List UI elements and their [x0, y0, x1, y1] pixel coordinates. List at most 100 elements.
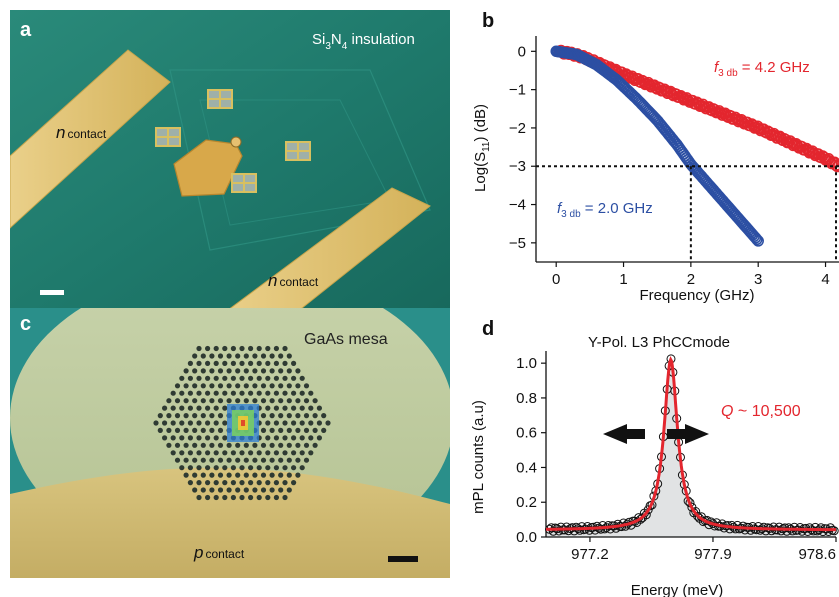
- panel-b-label: b: [482, 10, 495, 32]
- lattice-hole: [230, 480, 236, 486]
- lattice-hole: [248, 480, 254, 486]
- x-tick-label: 1: [619, 271, 627, 288]
- n-contact-right-label: n contact: [268, 271, 319, 290]
- y-tick-label: 0.0: [516, 529, 537, 546]
- lattice-hole: [273, 480, 279, 486]
- lattice-hole: [183, 442, 189, 448]
- lattice-hole: [282, 405, 288, 411]
- chart-b-points: [550, 44, 839, 247]
- lattice-hole: [260, 427, 267, 433]
- grid-pad-3: [285, 141, 311, 161]
- lattice-hole: [235, 457, 241, 463]
- lattice-hole: [273, 345, 279, 352]
- lattice-hole: [299, 375, 305, 381]
- lattice-hole: [162, 435, 168, 441]
- lattice-hole: [226, 472, 232, 478]
- lattice-hole: [200, 442, 206, 448]
- lattice-hole: [222, 360, 228, 366]
- lattice-hole: [213, 420, 219, 426]
- lattice-hole: [192, 487, 198, 493]
- lattice-hole: [183, 383, 189, 389]
- lattice-hole: [170, 435, 176, 441]
- lattice-hole: [200, 413, 206, 419]
- y-tick-label: −5: [509, 235, 526, 252]
- lattice-hole: [325, 420, 331, 426]
- lattice-hole: [286, 383, 292, 389]
- lattice-hole: [273, 494, 279, 501]
- lattice-hole: [278, 413, 284, 419]
- lattice-hole: [286, 442, 292, 448]
- lattice-hole: [187, 465, 193, 471]
- lattice-hole: [200, 457, 206, 463]
- lattice-hole: [205, 375, 211, 381]
- lattice-hole: [291, 420, 297, 426]
- lattice-hole: [286, 368, 292, 374]
- lattice-hole: [269, 487, 275, 493]
- lattice-hole: [174, 457, 181, 463]
- lattice-hole: [192, 457, 198, 463]
- lattice-hole: [179, 405, 185, 411]
- scale-bar-c: [388, 556, 418, 562]
- lattice-hole: [222, 345, 228, 352]
- lattice-hole: [252, 457, 258, 463]
- lattice-hole: [192, 413, 198, 419]
- n-contact-right-pad: [219, 187, 431, 316]
- lattice-hole: [265, 480, 271, 486]
- lattice-hole: [183, 472, 189, 478]
- lattice-hole: [312, 427, 318, 433]
- lattice-hole: [205, 435, 211, 441]
- lattice-hole: [282, 450, 288, 456]
- lattice-hole: [179, 465, 185, 471]
- lattice-hole: [278, 398, 284, 404]
- lattice-hole: [209, 457, 215, 463]
- lattice-hole: [196, 480, 202, 486]
- lattice-hole: [209, 383, 215, 389]
- lattice-hole: [217, 413, 224, 419]
- lattice-hole: [256, 494, 262, 501]
- lattice-hole: [235, 442, 241, 448]
- lattice-hole: [196, 435, 202, 441]
- lattice-hole: [265, 494, 271, 501]
- lattice-hole: [256, 450, 262, 456]
- lattice-hole: [291, 405, 297, 411]
- lattice-hole: [213, 375, 219, 381]
- lattice-hole: [187, 435, 193, 441]
- left-arrow: [603, 424, 645, 444]
- lattice-hole: [273, 435, 279, 441]
- x-tick-label: 977.9: [694, 546, 732, 563]
- lattice-hole: [303, 413, 310, 419]
- lattice-hole: [217, 353, 224, 359]
- lattice-hole: [200, 353, 206, 359]
- lattice-hole: [205, 345, 211, 352]
- lattice-hole: [295, 383, 301, 389]
- lattice-hole: [299, 465, 305, 471]
- lattice-hole: [239, 360, 245, 366]
- lattice-hole: [239, 450, 245, 456]
- lattice-hole: [200, 398, 206, 404]
- lattice-hole: [166, 398, 172, 404]
- lattice-hole: [222, 480, 228, 486]
- lattice-hole: [226, 353, 232, 359]
- lattice-hole: [170, 405, 176, 411]
- lattice-hole: [235, 368, 241, 374]
- y-tick-label: 0: [518, 43, 526, 60]
- lattice-hole: [179, 420, 185, 426]
- lattice-hole: [174, 398, 181, 404]
- p-contact-region: [10, 467, 450, 578]
- fwhm-arrows: [603, 424, 709, 444]
- lattice-hole: [230, 360, 236, 366]
- lattice-hole: [183, 413, 189, 419]
- si3n4-label: Si3N4 insulation: [312, 31, 415, 52]
- lattice-hole: [170, 420, 176, 426]
- p-contact-label: p contact: [193, 543, 245, 562]
- lattice-hole: [209, 427, 215, 433]
- lattice-hole: [316, 420, 322, 426]
- lattice-hole: [265, 435, 271, 441]
- lattice-hole: [295, 472, 301, 478]
- lattice-hole: [252, 472, 258, 478]
- lattice-hole: [282, 494, 288, 501]
- lattice-hole: [308, 435, 314, 441]
- series-red-annotation: f3 db = 4.2 GHz: [714, 59, 810, 79]
- chart-b-reference-lines: [536, 165, 839, 262]
- lattice-hole: [187, 480, 193, 486]
